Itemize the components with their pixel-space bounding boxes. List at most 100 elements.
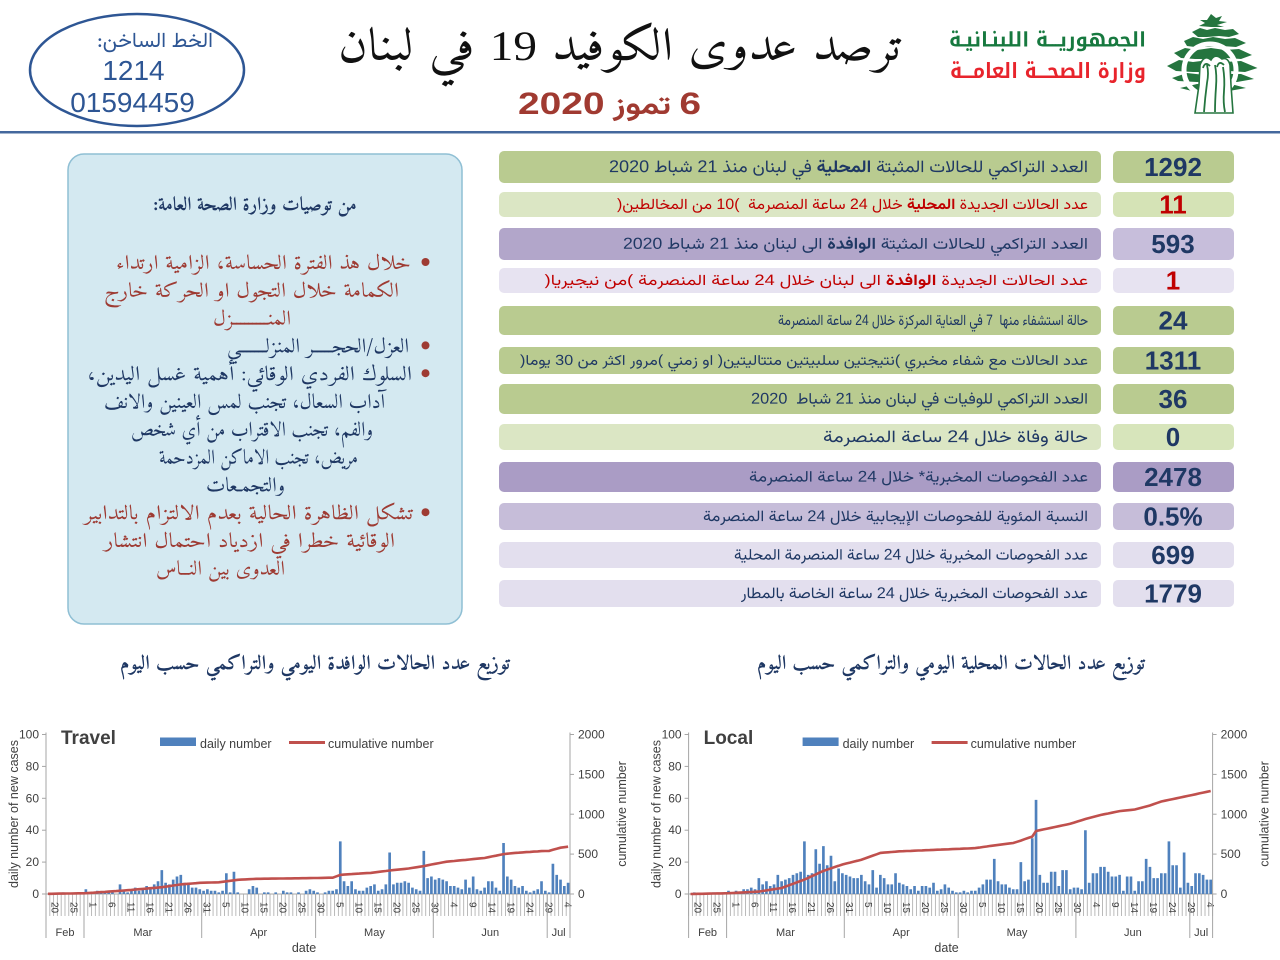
svg-text:5: 5 <box>976 902 987 908</box>
svg-text:25: 25 <box>1052 902 1063 914</box>
svg-text:25: 25 <box>938 902 949 914</box>
svg-text:60: 60 <box>26 791 40 805</box>
svg-text:Feb: Feb <box>56 927 75 939</box>
svg-text:0: 0 <box>32 887 39 901</box>
svg-text:40: 40 <box>26 823 40 837</box>
svg-text:Apr: Apr <box>893 927 910 939</box>
svg-text:21: 21 <box>163 902 174 914</box>
svg-text:cumulative number: cumulative number <box>971 737 1077 751</box>
svg-text:9: 9 <box>1109 902 1120 908</box>
svg-text:20: 20 <box>26 855 40 869</box>
svg-text:60: 60 <box>668 791 682 805</box>
svg-text:0: 0 <box>1166 422 1180 452</box>
svg-text:14: 14 <box>1128 902 1139 914</box>
svg-text:1: 1 <box>729 902 740 908</box>
svg-text:Travel: Travel <box>61 728 116 749</box>
svg-text:cumulative number: cumulative number <box>1258 761 1272 867</box>
svg-text:daily number of new cases: daily number of new cases <box>7 740 21 888</box>
svg-text:25: 25 <box>710 902 721 914</box>
svg-text:16: 16 <box>144 902 155 914</box>
svg-text:Mar: Mar <box>776 927 795 939</box>
svg-text:1292: 1292 <box>1144 152 1202 182</box>
svg-text:25: 25 <box>68 902 79 914</box>
svg-text:cumulative number: cumulative number <box>615 761 629 867</box>
svg-text:25: 25 <box>409 902 420 914</box>
svg-text:20: 20 <box>49 902 60 914</box>
svg-text:5: 5 <box>334 902 345 908</box>
svg-text:14: 14 <box>485 902 496 914</box>
svg-text:6: 6 <box>106 902 117 908</box>
svg-text:15: 15 <box>900 902 911 914</box>
svg-text:30: 30 <box>1071 902 1082 914</box>
svg-text:0.5%: 0.5% <box>1143 502 1202 532</box>
svg-text:Apr: Apr <box>250 927 267 939</box>
svg-text:20: 20 <box>691 902 702 914</box>
svg-text:2000: 2000 <box>1221 728 1248 742</box>
svg-text:date: date <box>934 941 958 955</box>
svg-text:29: 29 <box>1185 902 1196 914</box>
svg-text:20: 20 <box>919 902 930 914</box>
svg-text:100: 100 <box>19 728 39 742</box>
svg-text:Jun: Jun <box>1124 927 1142 939</box>
svg-text:2000: 2000 <box>578 728 605 742</box>
svg-text:daily number of new cases: daily number of new cases <box>650 740 664 888</box>
svg-text:0: 0 <box>578 887 585 901</box>
svg-text:2478: 2478 <box>1144 462 1202 492</box>
svg-text:20: 20 <box>390 902 401 914</box>
svg-text:25: 25 <box>296 902 307 914</box>
svg-text:Jul: Jul <box>1194 927 1208 939</box>
svg-text:daily number: daily number <box>200 737 272 751</box>
svg-text:15: 15 <box>1014 902 1025 914</box>
svg-text:0: 0 <box>675 887 682 901</box>
svg-text:20: 20 <box>277 902 288 914</box>
svg-text:May: May <box>364 927 385 939</box>
svg-text:500: 500 <box>578 847 598 861</box>
svg-text:80: 80 <box>26 759 40 773</box>
svg-text:5: 5 <box>220 902 231 908</box>
svg-text:15: 15 <box>372 902 383 914</box>
svg-text:date: date <box>292 941 316 955</box>
svg-text:593: 593 <box>1151 229 1194 259</box>
svg-text:24: 24 <box>523 902 534 914</box>
svg-text:May: May <box>1007 927 1028 939</box>
svg-text:Local: Local <box>704 728 754 749</box>
svg-text:80: 80 <box>668 759 682 773</box>
svg-text:24: 24 <box>1159 306 1188 336</box>
svg-text:1779: 1779 <box>1144 579 1202 609</box>
svg-text:16: 16 <box>786 902 797 914</box>
svg-text:10: 10 <box>995 902 1006 914</box>
svg-text:Jun: Jun <box>481 927 499 939</box>
svg-text:01594459: 01594459 <box>70 87 195 118</box>
svg-text:30: 30 <box>315 902 326 914</box>
svg-text:4: 4 <box>1090 902 1101 908</box>
svg-text:699: 699 <box>1151 540 1194 570</box>
svg-text:30: 30 <box>428 902 439 914</box>
svg-text:1: 1 <box>87 902 98 908</box>
svg-text:15: 15 <box>258 902 269 914</box>
svg-text:11: 11 <box>125 902 136 913</box>
svg-text:10: 10 <box>353 902 364 914</box>
svg-text:1311: 1311 <box>1145 346 1201 376</box>
svg-text:0: 0 <box>1221 887 1228 901</box>
svg-text:40: 40 <box>668 823 682 837</box>
svg-text:1500: 1500 <box>1221 767 1248 781</box>
svg-text:19: 19 <box>504 902 515 914</box>
svg-text:11: 11 <box>1159 190 1187 220</box>
svg-text:30: 30 <box>957 902 968 914</box>
svg-text:26: 26 <box>182 902 193 914</box>
svg-text:4: 4 <box>447 902 458 908</box>
svg-text:1: 1 <box>1166 266 1180 296</box>
svg-text:20: 20 <box>668 855 682 869</box>
svg-text:9: 9 <box>466 902 477 908</box>
svg-text:Mar: Mar <box>133 927 152 939</box>
svg-text:daily number: daily number <box>843 737 915 751</box>
svg-text:Feb: Feb <box>698 927 717 939</box>
svg-text:10: 10 <box>239 902 250 914</box>
svg-text:4: 4 <box>561 902 572 908</box>
svg-text:31: 31 <box>201 902 212 914</box>
svg-text:11: 11 <box>767 902 778 913</box>
svg-text:cumulative number: cumulative number <box>328 737 434 751</box>
svg-text:29: 29 <box>542 902 553 914</box>
svg-text:4: 4 <box>1204 902 1215 908</box>
svg-text:10: 10 <box>881 902 892 914</box>
